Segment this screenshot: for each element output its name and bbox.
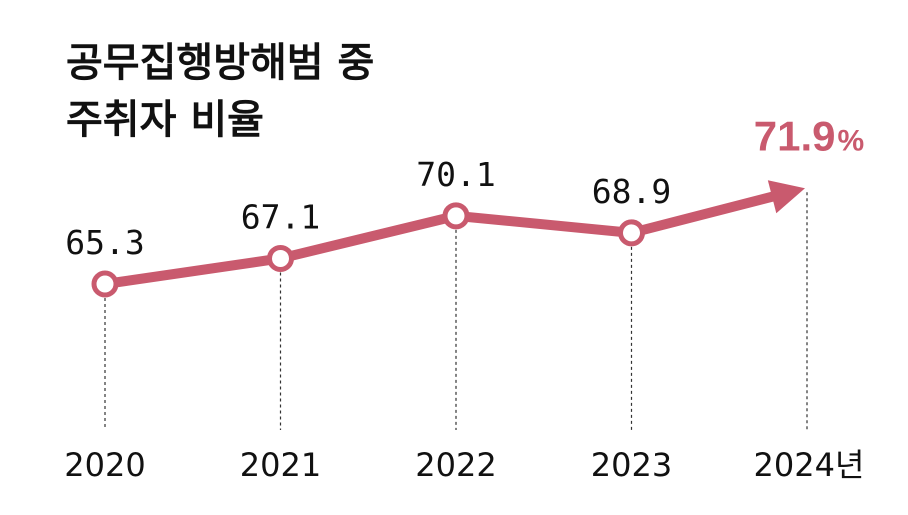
- value-label-2021: 67.1: [241, 197, 320, 236]
- series-arrow-head: [767, 180, 805, 214]
- data-point-2020: [91, 270, 119, 298]
- highlight-value-label: 71.9%: [754, 112, 864, 159]
- series-arrow-line: [626, 190, 781, 238]
- data-point-2021: [267, 244, 294, 272]
- value-label-2023: 68.9: [592, 172, 671, 211]
- x-tick-label-0: 2020: [64, 446, 145, 484]
- series-line-group: [100, 180, 805, 289]
- x-tick-label-4: 2024년: [754, 446, 865, 484]
- guide-lines: [104, 192, 808, 430]
- value-label-2022: 70.1: [416, 155, 495, 194]
- data-point-2022: [442, 202, 470, 230]
- value-label-2020: 65.3: [65, 223, 144, 262]
- x-tick-label-2: 2022: [415, 446, 496, 484]
- x-tick-label-3: 2023: [591, 446, 672, 484]
- data-points: [91, 202, 645, 298]
- x-tick-label-1: 2021: [240, 446, 321, 484]
- value-labels: 65.3 67.1 70.1 68.9 71.9%: [65, 112, 864, 262]
- chart-title-line-2: 주취자 비율: [66, 97, 264, 143]
- data-point-2023: [618, 219, 645, 247]
- x-axis-labels: 2020 2021 2022 2023 2024년: [64, 446, 864, 484]
- series-line: [100, 210, 637, 289]
- highlight-unit: %: [838, 124, 865, 157]
- chart-title-line-1: 공무집행방해범 중: [66, 40, 374, 86]
- highlight-value: 71.9: [754, 112, 836, 159]
